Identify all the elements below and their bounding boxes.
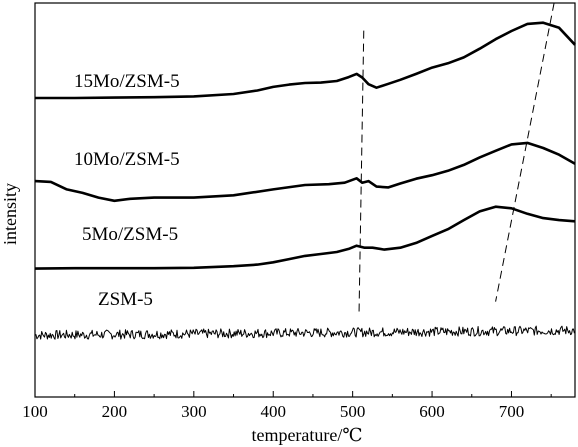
series-label-15mo: 15Mo/ZSM-5	[74, 71, 180, 92]
x-axis-label: temperature/℃	[251, 425, 362, 445]
series-line	[34, 141, 576, 203]
x-tick-label: 600	[419, 402, 445, 421]
x-tick-label: 400	[260, 402, 286, 421]
x-tick-label: 300	[181, 402, 207, 421]
x-tick-label: 100	[22, 402, 48, 421]
x-tick-label: 500	[340, 402, 366, 421]
series-label-5mo: 5Mo/ZSM-5	[82, 224, 178, 245]
plot-frame	[34, 2, 576, 398]
x-axis: 100 200 300 400 500 600 700	[22, 391, 552, 421]
annotation-layer	[358, 0, 556, 316]
series-line	[35, 21, 576, 100]
dashed-guide-line	[495, 0, 556, 302]
series-label-zsm5: ZSM-5	[98, 289, 153, 310]
y-axis-label: intensity	[0, 183, 20, 245]
x-tick-label: 700	[499, 402, 525, 421]
series-line	[34, 205, 576, 270]
x-tick-label: 200	[102, 402, 128, 421]
series-line	[34, 325, 575, 340]
dashed-guide-line	[358, 30, 365, 316]
series-layer	[34, 21, 576, 340]
series-label-10mo: 10Mo/ZSM-5	[74, 149, 180, 170]
